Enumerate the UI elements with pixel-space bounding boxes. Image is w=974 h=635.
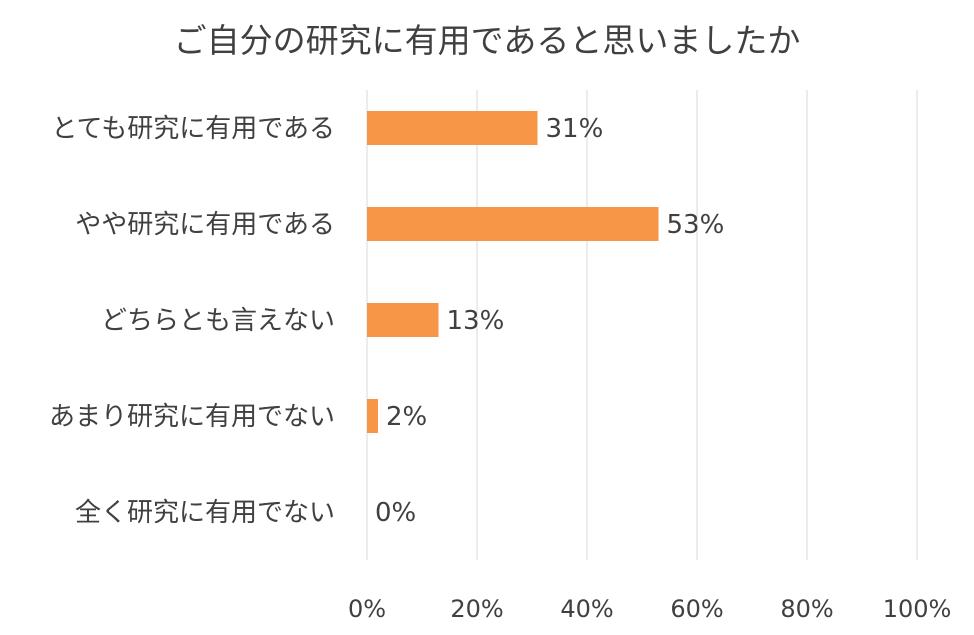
chart-title: ご自分の研究に有用であると思いましたか — [173, 21, 801, 60]
value-label: 53% — [667, 210, 725, 240]
x-tick-label: 80% — [780, 595, 833, 623]
x-tick-label: 0% — [348, 595, 386, 623]
bar — [367, 111, 538, 145]
category-label: 全く研究に有用でない — [75, 498, 335, 528]
bar — [367, 303, 439, 337]
gridlines — [366, 90, 918, 560]
value-label: 0% — [375, 498, 416, 528]
category-label: とても研究に有用である — [51, 114, 335, 144]
x-axis-tick-labels: 0% 20% 40% 60% 80% 100% — [348, 595, 951, 623]
category-labels: とても研究に有用であるやや研究に有用であるどちらとも言えないあまり研究に有用でな… — [49, 114, 335, 528]
bars — [367, 111, 659, 433]
category-label: あまり研究に有用でない — [49, 402, 335, 432]
value-label: 13% — [447, 306, 505, 336]
category-label: やや研究に有用である — [75, 210, 335, 240]
category-label: どちらとも言えない — [101, 306, 335, 336]
x-tick-label: 40% — [560, 595, 613, 623]
bar — [367, 207, 659, 241]
value-label: 2% — [386, 402, 427, 432]
x-tick-label: 60% — [670, 595, 723, 623]
x-tick-label: 20% — [450, 595, 503, 623]
value-label: 31% — [546, 114, 604, 144]
value-labels: 31% 53% 13% 2% 0% — [375, 114, 724, 528]
bar — [367, 399, 378, 433]
x-tick-label: 100% — [883, 595, 952, 623]
